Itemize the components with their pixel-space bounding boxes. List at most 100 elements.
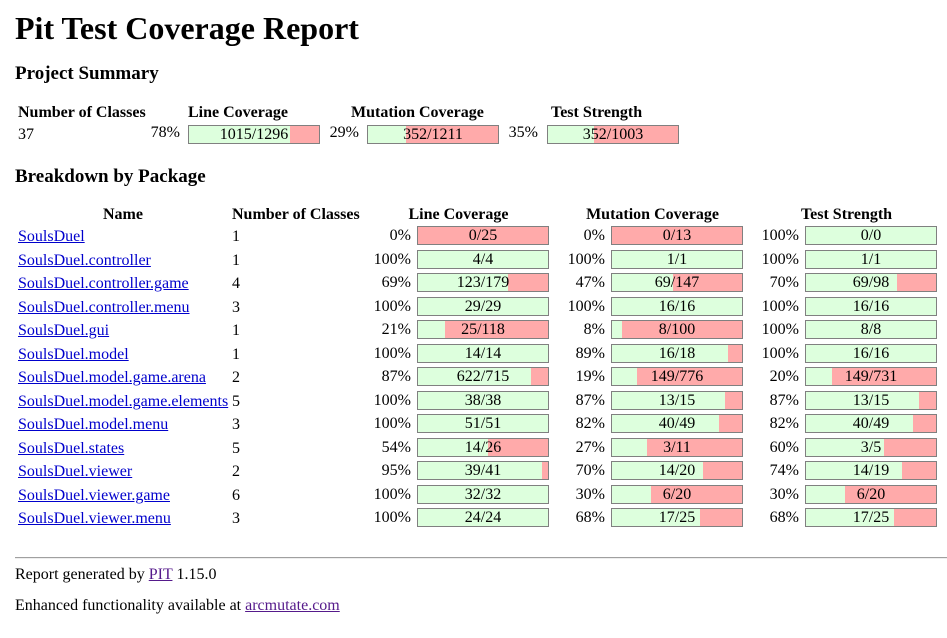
mutation-percent: 27% bbox=[575, 439, 605, 456]
breakdown-header-name: Name bbox=[103, 206, 143, 223]
line-percent: 54% bbox=[381, 439, 411, 456]
package-link[interactable]: SoulsDuel.viewer.menu bbox=[18, 510, 171, 527]
project-summary-heading: Project Summary bbox=[15, 63, 159, 84]
mutation-coverage-bar: 6/20 bbox=[611, 485, 743, 504]
mutation-coverage-fill bbox=[612, 392, 726, 409]
line-coverage-label: 25/118 bbox=[461, 321, 505, 338]
line-coverage-bar: 24/24 bbox=[417, 508, 549, 527]
package-link[interactable]: SoulsDuel bbox=[18, 228, 85, 245]
line-coverage-bar: 4/4 bbox=[417, 250, 549, 269]
mutation-percent: 47% bbox=[575, 274, 605, 291]
line-coverage-fill bbox=[418, 415, 548, 432]
arcmutate-link[interactable]: arcmutate.com bbox=[245, 597, 340, 614]
page-title: Pit Test Coverage Report bbox=[15, 10, 359, 46]
summary-test-strength-fill bbox=[548, 126, 594, 143]
line-percent: 100% bbox=[373, 392, 411, 409]
summary-classes-value: 37 bbox=[18, 126, 34, 143]
strength-percent: 70% bbox=[769, 274, 799, 291]
mutation-percent: 68% bbox=[575, 509, 605, 526]
line-coverage-fill bbox=[418, 462, 542, 479]
summary-header-strength: Test Strength bbox=[551, 104, 643, 121]
package-link[interactable]: SoulsDuel.model.menu bbox=[18, 416, 169, 433]
mutation-coverage-bar: 16/16 bbox=[611, 297, 743, 316]
line-coverage-bar: 38/38 bbox=[417, 391, 549, 410]
pit-link[interactable]: PIT bbox=[148, 566, 173, 583]
strength-coverage-label: 16/16 bbox=[852, 345, 890, 362]
package-class-count: 3 bbox=[232, 299, 240, 316]
package-link[interactable]: SoulsDuel.model bbox=[18, 346, 129, 363]
mutation-coverage-bar: 40/49 bbox=[611, 414, 743, 433]
strength-coverage-bar: 40/49 bbox=[805, 414, 937, 433]
strength-coverage-label: 17/25 bbox=[852, 509, 890, 526]
line-coverage-bar: 32/32 bbox=[417, 485, 549, 504]
strength-percent: 100% bbox=[761, 345, 799, 362]
strength-percent: 87% bbox=[769, 392, 799, 409]
package-link[interactable]: SoulsDuel.model.game.elements bbox=[18, 393, 229, 410]
line-coverage-bar: 14/14 bbox=[417, 344, 549, 363]
summary-mutation-coverage-label: 352/1211 bbox=[403, 126, 463, 143]
line-coverage-bar: 0/25 bbox=[417, 226, 549, 245]
mutation-coverage-label: 69/147 bbox=[654, 274, 700, 291]
mutation-coverage-fill bbox=[612, 509, 701, 526]
mutation-coverage-fill bbox=[612, 415, 719, 432]
summary-test-strength-label: 352/1003 bbox=[582, 126, 644, 143]
mutation-coverage-bar: 14/20 bbox=[611, 461, 743, 480]
strength-coverage-label: 8/8 bbox=[860, 321, 882, 338]
line-coverage-label: 123/179 bbox=[456, 274, 510, 291]
package-link[interactable]: SoulsDuel.viewer bbox=[18, 463, 133, 480]
mutation-coverage-label: 6/20 bbox=[662, 486, 692, 503]
package-link[interactable]: SoulsDuel.controller.game bbox=[18, 275, 189, 292]
package-link[interactable]: SoulsDuel.gui bbox=[18, 322, 110, 339]
mutation-coverage-bar: 8/100 bbox=[611, 320, 743, 339]
package-class-count: 6 bbox=[232, 487, 240, 504]
mutation-coverage-label: 8/100 bbox=[658, 321, 696, 338]
mutation-coverage-label: 14/20 bbox=[658, 462, 696, 479]
strength-coverage-fill bbox=[806, 392, 920, 409]
strength-coverage-fill bbox=[806, 274, 897, 291]
line-coverage-fill bbox=[418, 251, 548, 268]
mutation-percent: 87% bbox=[575, 392, 605, 409]
package-class-count: 3 bbox=[232, 416, 240, 433]
strength-coverage-bar: 1/1 bbox=[805, 250, 937, 269]
summary-line-coverage-fill bbox=[189, 126, 291, 143]
strength-coverage-label: 14/19 bbox=[852, 462, 890, 479]
line-coverage-label: 51/51 bbox=[464, 415, 502, 432]
breakdown-header-line: Line Coverage bbox=[408, 206, 509, 223]
strength-coverage-bar: 17/25 bbox=[805, 508, 937, 527]
line-percent: 69% bbox=[381, 274, 411, 291]
mutation-coverage-label: 149/776 bbox=[650, 368, 704, 385]
mutation-coverage-bar: 149/776 bbox=[611, 367, 743, 386]
package-link[interactable]: SoulsDuel.controller bbox=[18, 252, 151, 269]
strength-coverage-label: 3/5 bbox=[860, 439, 882, 456]
mutation-percent: 82% bbox=[575, 415, 605, 432]
strength-coverage-fill bbox=[806, 486, 845, 503]
mutation-coverage-bar: 16/18 bbox=[611, 344, 743, 363]
line-coverage-bar: 51/51 bbox=[417, 414, 549, 433]
strength-coverage-fill bbox=[806, 298, 936, 315]
strength-percent: 30% bbox=[769, 486, 799, 503]
package-link[interactable]: SoulsDuel.viewer.game bbox=[18, 487, 170, 504]
package-class-count: 3 bbox=[232, 510, 240, 527]
mutation-coverage-fill bbox=[612, 274, 674, 291]
line-percent: 100% bbox=[373, 345, 411, 362]
line-coverage-label: 14/14 bbox=[464, 345, 502, 362]
mutation-coverage-label: 1/1 bbox=[666, 251, 688, 268]
line-percent: 100% bbox=[373, 486, 411, 503]
line-coverage-fill bbox=[418, 345, 548, 362]
package-class-count: 1 bbox=[232, 346, 240, 363]
strength-percent: 82% bbox=[769, 415, 799, 432]
line-coverage-fill bbox=[418, 321, 446, 338]
package-class-count: 5 bbox=[232, 440, 240, 457]
enhanced-functionality-line: Enhanced functionality available at arcm… bbox=[15, 597, 340, 615]
summary-mutation-percent: 29% bbox=[329, 124, 359, 141]
mutation-coverage-bar: 0/13 bbox=[611, 226, 743, 245]
strength-coverage-label: 0/0 bbox=[860, 227, 882, 244]
strength-percent: 74% bbox=[769, 462, 799, 479]
package-link[interactable]: SoulsDuel.controller.menu bbox=[18, 299, 190, 316]
package-link[interactable]: SoulsDuel.model.game.arena bbox=[18, 369, 206, 386]
strength-percent: 60% bbox=[769, 439, 799, 456]
package-link[interactable]: SoulsDuel.states bbox=[18, 440, 125, 457]
mutation-coverage-bar: 13/15 bbox=[611, 391, 743, 410]
line-coverage-label: 39/41 bbox=[464, 462, 502, 479]
mutation-coverage-fill bbox=[612, 321, 623, 338]
